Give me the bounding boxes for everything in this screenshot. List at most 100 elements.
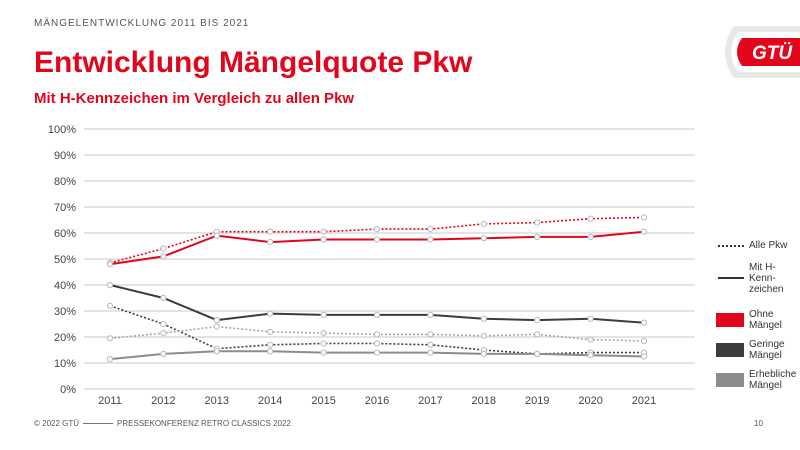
light-gray-swatch: [716, 373, 744, 387]
data-point-geringe-m-ngel-mit-h-kennzeichen: [480, 315, 487, 322]
data-point-geringe-m-ngel-mit-h-kennzeichen: [534, 317, 541, 324]
data-point-ohne-m-ngel-mit-h-kennzeichen: [320, 236, 327, 243]
solid-line-swatch: [718, 277, 744, 279]
y-tick-label: 10%: [54, 358, 76, 370]
footer-divider: [83, 423, 114, 425]
x-tick-label: 2020: [578, 395, 602, 407]
footer-event: PRESSEKONFERENZ RETRO CLASSICS 2022: [117, 419, 291, 428]
data-point-ohne-m-ngel-alle-pkw: [267, 228, 274, 235]
data-point-erhebliche-m-ngel-mit-h-kennzeichen: [587, 352, 594, 359]
data-point-geringe-m-ngel-alle-pkw: [320, 340, 327, 347]
red-swatch: [716, 313, 744, 327]
gtu-logo: GTÜ: [712, 22, 800, 82]
data-point-erhebliche-m-ngel-mit-h-kennzeichen: [427, 349, 434, 356]
data-point-erhebliche-m-ngel-mit-h-kennzeichen: [480, 350, 487, 357]
footer: © 2022 GTÜ PRESSEKONFERENZ RETRO CLASSICS…: [34, 419, 291, 428]
series-line-ohne-m-ngel-alle-pkw: [109, 216, 645, 264]
dotted-line-swatch: [718, 245, 744, 247]
data-point-erhebliche-m-ngel-alle-pkw: [267, 328, 274, 335]
y-tick-label: 50%: [54, 254, 76, 266]
svg-text:GTÜ: GTÜ: [752, 43, 793, 64]
x-tick-label: 2016: [365, 395, 389, 407]
data-point-geringe-m-ngel-mit-h-kennzeichen: [373, 311, 381, 318]
data-point-ohne-m-ngel-alle-pkw: [373, 226, 381, 233]
data-point-geringe-m-ngel-alle-pkw: [160, 320, 167, 328]
y-tick-label: 0%: [60, 384, 76, 396]
x-tick-label: 2019: [525, 395, 549, 407]
x-tick-label: 2015: [311, 395, 335, 407]
page-subtitle: Mit H-Kennzeichen im Vergleich zu allen …: [34, 90, 355, 107]
legend-label-mit-h: Mit H-Kenn-zeichen: [749, 262, 784, 295]
x-tick-label: 2014: [258, 395, 282, 407]
data-point-ohne-m-ngel-mit-h-kennzeichen: [160, 253, 167, 260]
y-tick-label: 60%: [54, 228, 76, 240]
data-point-geringe-m-ngel-mit-h-kennzeichen: [640, 319, 648, 326]
data-point-ohne-m-ngel-alle-pkw: [320, 228, 327, 235]
data-point-erhebliche-m-ngel-alle-pkw: [106, 335, 114, 342]
data-point-geringe-m-ngel-mit-h-kennzeichen: [160, 294, 167, 302]
x-tick-label: 2011: [98, 395, 122, 407]
data-point-erhebliche-m-ngel-alle-pkw: [213, 323, 220, 330]
data-point-geringe-m-ngel-mit-h-kennzeichen: [106, 281, 114, 289]
data-point-erhebliche-m-ngel-mit-h-kennzeichen: [373, 349, 381, 356]
data-point-ohne-m-ngel-alle-pkw: [534, 219, 541, 226]
y-tick-label: 100%: [48, 124, 76, 136]
data-point-geringe-m-ngel-alle-pkw: [427, 341, 434, 348]
data-point-ohne-m-ngel-mit-h-kennzeichen: [213, 232, 220, 239]
data-point-erhebliche-m-ngel-alle-pkw: [640, 337, 648, 344]
data-point-ohne-m-ngel-mit-h-kennzeichen: [267, 239, 274, 246]
page-title: Entwicklung Mängelquote Pkw: [34, 46, 473, 79]
data-point-ohne-m-ngel-mit-h-kennzeichen: [373, 236, 381, 243]
data-point-erhebliche-m-ngel-mit-h-kennzeichen: [534, 350, 541, 357]
legend-label-ohne: Ohne Mängel: [749, 309, 782, 331]
x-tick-label: 2017: [418, 395, 442, 407]
data-point-ohne-m-ngel-alle-pkw: [160, 245, 167, 252]
data-point-ohne-m-ngel-mit-h-kennzeichen: [106, 261, 114, 268]
data-point-erhebliche-m-ngel-mit-h-kennzeichen: [160, 350, 167, 357]
data-point-geringe-m-ngel-mit-h-kennzeichen: [427, 311, 434, 318]
y-tick-label: 30%: [54, 306, 76, 318]
footer-copyright: © 2022 GTÜ: [34, 419, 80, 428]
data-point-erhebliche-m-ngel-alle-pkw: [480, 332, 487, 339]
series-line-erhebliche-m-ngel-alle-pkw: [109, 325, 645, 342]
dark-gray-swatch: [716, 343, 744, 357]
y-tick-label: 80%: [54, 176, 76, 188]
data-point-ohne-m-ngel-mit-h-kennzeichen: [640, 228, 648, 235]
data-point-geringe-m-ngel-alle-pkw: [106, 302, 114, 309]
legend-label-alle-pkw: Alle Pkw: [749, 240, 788, 251]
data-point-erhebliche-m-ngel-alle-pkw: [320, 330, 327, 337]
y-tick-label: 20%: [54, 332, 76, 344]
data-point-ohne-m-ngel-mit-h-kennzeichen: [587, 233, 594, 240]
data-point-erhebliche-m-ngel-mit-h-kennzeichen: [320, 349, 327, 356]
y-tick-label: 40%: [54, 280, 76, 292]
data-point-geringe-m-ngel-alle-pkw: [267, 341, 274, 348]
x-tick-label: 2013: [205, 395, 229, 407]
data-point-geringe-m-ngel-mit-h-kennzeichen: [320, 311, 327, 318]
y-tick-label: 70%: [54, 202, 76, 214]
data-point-erhebliche-m-ngel-mit-h-kennzeichen: [267, 348, 274, 355]
data-point-erhebliche-m-ngel-alle-pkw: [534, 331, 541, 338]
page-number: 10: [754, 419, 763, 428]
data-point-ohne-m-ngel-mit-h-kennzeichen: [534, 233, 541, 240]
data-point-geringe-m-ngel-mit-h-kennzeichen: [587, 315, 594, 322]
data-point-erhebliche-m-ngel-alle-pkw: [427, 331, 434, 338]
data-point-ohne-m-ngel-alle-pkw: [480, 220, 487, 227]
data-point-geringe-m-ngel-mit-h-kennzeichen: [267, 310, 274, 317]
data-point-ohne-m-ngel-alle-pkw: [427, 226, 434, 233]
legend-label-erhebliche: Erhebliche Mängel: [749, 369, 797, 391]
legend-label-geringe: Geringe Mängel: [749, 339, 785, 361]
data-point-geringe-m-ngel-mit-h-kennzeichen: [213, 317, 220, 324]
data-point-erhebliche-m-ngel-alle-pkw: [373, 331, 381, 338]
data-point-ohne-m-ngel-mit-h-kennzeichen: [427, 236, 434, 243]
y-tick-label: 90%: [54, 150, 76, 162]
data-point-erhebliche-m-ngel-alle-pkw: [160, 330, 167, 337]
x-tick-label: 2021: [632, 395, 656, 407]
data-point-erhebliche-m-ngel-alle-pkw: [587, 336, 594, 343]
data-point-erhebliche-m-ngel-mit-h-kennzeichen: [640, 353, 648, 360]
data-point-erhebliche-m-ngel-mit-h-kennzeichen: [213, 348, 220, 355]
data-point-geringe-m-ngel-alle-pkw: [373, 340, 381, 347]
data-point-erhebliche-m-ngel-mit-h-kennzeichen: [106, 356, 114, 363]
data-point-ohne-m-ngel-alle-pkw: [587, 215, 594, 222]
kicker: MÄNGELENTWICKLUNG 2011 BIS 2021: [34, 18, 250, 29]
